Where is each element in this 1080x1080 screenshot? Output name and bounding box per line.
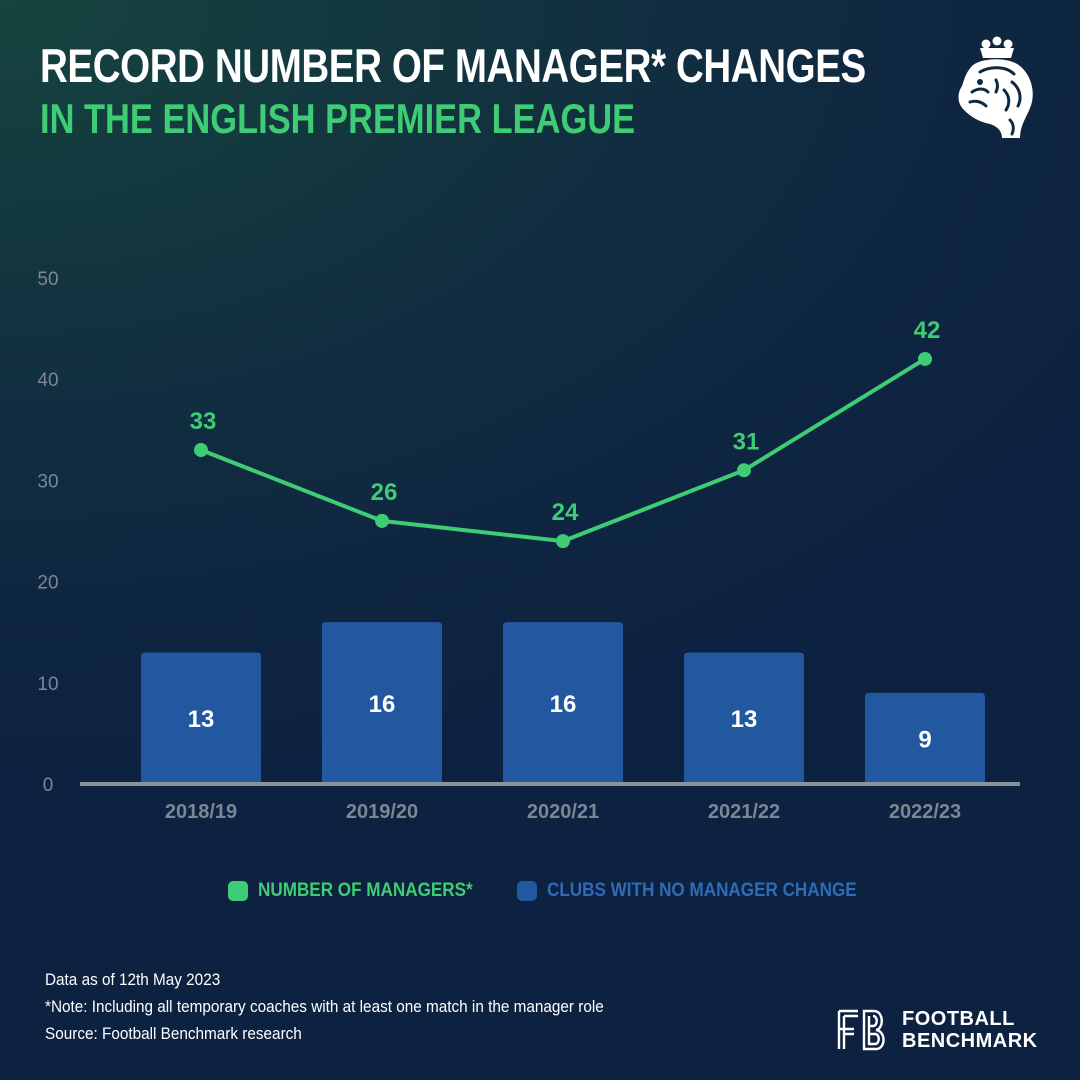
bar-value-label: 9 [918, 726, 931, 753]
title-block: RECORD NUMBER OF MANAGER* CHANGES IN THE… [40, 38, 1047, 144]
football-benchmark-brand: FOOTBALL BENCHMARK [836, 1008, 1038, 1052]
legend-label-managers: NUMBER OF MANAGERS* [258, 880, 473, 901]
y-tick-label: 30 [37, 471, 58, 492]
y-tick-label: 50 [37, 269, 58, 290]
line-value-label: 42 [914, 317, 941, 344]
data-date-note: Data as of 12th May 2023 [45, 970, 221, 989]
legend: NUMBER OF MANAGERS* CLUBS WITH NO MANAGE… [0, 876, 1080, 906]
legend-item-clubs: CLUBS WITH NO MANAGER CHANGE [517, 876, 891, 906]
y-tick-label: 40 [37, 370, 58, 391]
y-tick-label: 10 [37, 674, 58, 695]
brand-line-1: FOOTBALL [902, 1008, 1015, 1030]
x-tick-label: 2022/23 [889, 801, 961, 823]
line-point [737, 463, 751, 478]
bar-value-label: 13 [731, 706, 758, 733]
bar [503, 622, 623, 784]
x-tick-label: 2019/20 [346, 801, 418, 823]
footer-notes: Data as of 12th May 2023 *Note: Includin… [45, 966, 666, 1047]
fb-monogram-icon [837, 1009, 885, 1051]
premier-league-lion-icon [958, 36, 1033, 138]
y-axis: 0 10 20 30 40 50 [37, 269, 58, 796]
chart-subtitle: IN THE ENGLISH PREMIER LEAGUE [40, 95, 636, 142]
source-note: Source: Football Benchmark research [45, 1024, 302, 1043]
line-data-labels: 33 26 24 31 42 [190, 317, 941, 526]
line-value-label: 33 [190, 408, 217, 435]
line-point [556, 534, 570, 549]
legend-swatch-bar [517, 881, 537, 901]
bar [865, 692, 985, 784]
chart-title: RECORD NUMBER OF MANAGER* CHANGES [40, 39, 866, 92]
brand-line-2: BENCHMARK [902, 1030, 1038, 1052]
line-point [194, 443, 208, 458]
footnote: *Note: Including all temporary coaches w… [45, 997, 604, 1016]
x-tick-label: 2020/21 [527, 801, 599, 823]
bar [322, 622, 442, 784]
y-tick-label: 0 [43, 775, 54, 796]
line-points [194, 351, 932, 549]
x-axis: 2018/19 2019/20 2020/21 2021/22 2022/23 [165, 801, 961, 823]
bar-value-label: 16 [550, 691, 577, 718]
x-tick-label: 2018/19 [165, 801, 237, 823]
bar [141, 652, 261, 784]
bar-data-labels: 13 16 16 13 9 [188, 691, 932, 753]
bar-value-label: 16 [369, 691, 396, 718]
y-tick-label: 20 [37, 573, 58, 594]
line-value-label: 24 [552, 499, 579, 526]
line-value-label: 26 [371, 479, 398, 506]
line-value-label: 31 [733, 428, 760, 455]
line-point [918, 351, 932, 366]
legend-swatch-line [228, 881, 248, 901]
bar-series [141, 622, 985, 784]
brand-text: FOOTBALL BENCHMARK [902, 1008, 1038, 1052]
legend-item-managers: NUMBER OF MANAGERS* [228, 876, 497, 906]
bar-value-label: 13 [188, 706, 215, 733]
bar [684, 652, 804, 784]
x-tick-label: 2021/22 [708, 801, 780, 823]
line-point [375, 513, 389, 528]
legend-label-clubs: CLUBS WITH NO MANAGER CHANGE [547, 880, 857, 901]
